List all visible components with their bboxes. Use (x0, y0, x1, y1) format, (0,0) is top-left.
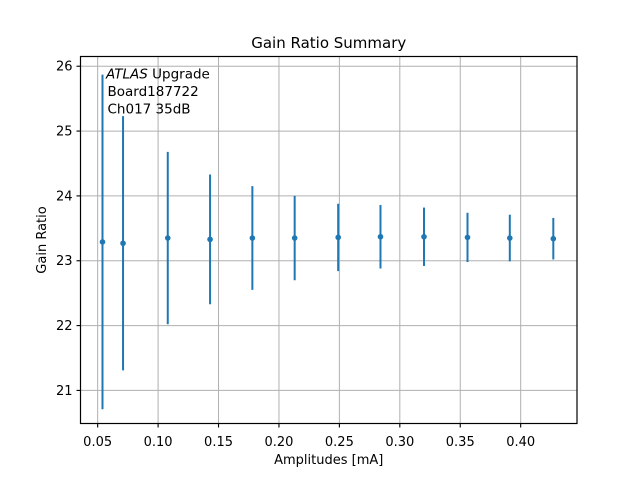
y-tick-label: 21 (56, 384, 73, 399)
x-tick-label: 0.40 (506, 435, 535, 450)
y-tick-label: 26 (56, 60, 73, 75)
data-point-marker (120, 240, 126, 247)
data-point-marker (164, 235, 171, 241)
annotation-regular-text: Ch017 35dB (108, 102, 191, 118)
annotation-line: ATLAS Upgrade (105, 67, 210, 83)
x-tick-label: 0.10 (144, 435, 173, 450)
data-point-marker (207, 236, 213, 243)
x-tick-label: 0.15 (204, 435, 233, 450)
x-tick-label: 0.25 (325, 435, 354, 450)
y-tick-label: 25 (56, 125, 73, 140)
annotation-italic-text: ATLAS (105, 67, 148, 83)
data-point-marker (249, 235, 256, 241)
annotation-regular-text: Board187722 (108, 84, 199, 100)
annotation-regular-text: Upgrade (148, 67, 210, 83)
data-point-marker (507, 235, 513, 241)
data-point-marker (99, 239, 106, 245)
chart-title: Gain Ratio Summary (251, 34, 406, 52)
y-tick-label: 23 (56, 254, 73, 269)
y-tick-label: 24 (56, 189, 73, 204)
y-tick-label: 22 (56, 319, 73, 334)
y-axis-label: Gain Ratio (35, 206, 50, 273)
annotation-line: Board187722 (108, 84, 199, 100)
data-point-marker (291, 235, 298, 241)
x-tick-label: 0.05 (83, 435, 112, 450)
x-tick-label: 0.35 (446, 435, 475, 450)
data-point-marker (464, 234, 471, 241)
annotation-line: Ch017 35dB (108, 102, 191, 118)
x-tick-label: 0.30 (385, 435, 414, 450)
plot-border (79, 55, 578, 425)
data-point-marker (377, 233, 384, 240)
data-point-marker (335, 234, 341, 241)
x-axis-label: Amplitudes [mA] (274, 453, 383, 468)
x-tick-label: 0.20 (264, 435, 293, 450)
data-point-marker (550, 235, 557, 242)
data-point-marker (421, 233, 427, 240)
